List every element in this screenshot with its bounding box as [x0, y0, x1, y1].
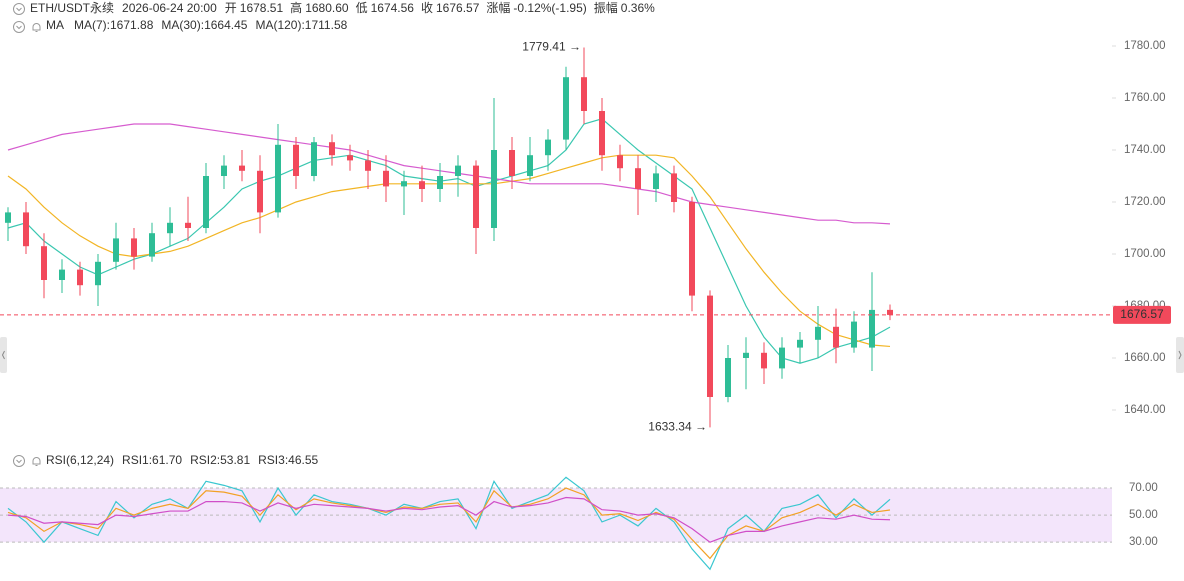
legend-text: RSI3:46.55 [258, 453, 318, 467]
candle-body [815, 326, 821, 340]
candle-body [563, 77, 569, 140]
candle-body [797, 339, 803, 348]
y-tick-label: 70.00 [1129, 482, 1158, 494]
candle-body [437, 176, 443, 189]
candle-body [671, 173, 677, 202]
y-tick-label: 1740.00 [1124, 144, 1166, 156]
legend-text: 1678.51 [240, 1, 284, 15]
low-annotation: 1633.34 → [648, 419, 707, 433]
candle-body [743, 352, 749, 358]
candle-body [401, 181, 407, 187]
candle-body [761, 352, 767, 369]
candle-body [617, 155, 623, 169]
candle-body [455, 165, 461, 176]
candle-body [239, 165, 245, 171]
legend-text: 1680.60 [305, 1, 349, 15]
legend-text: -0.12%(-1.95) [513, 1, 586, 15]
last-price-box [1113, 305, 1171, 324]
candle-body [311, 142, 317, 176]
legend-text: ETH/USDT永续 [30, 1, 114, 15]
candle-body [635, 168, 641, 189]
candle-body [77, 269, 83, 286]
high-annotation: 1779.41 → [522, 40, 581, 54]
scroll-left[interactable] [0, 337, 7, 373]
candle-body [347, 155, 353, 161]
candle-body [365, 160, 371, 171]
legend-text: 2026-06-24 20:00 [122, 1, 217, 15]
legend-text: 高 [290, 0, 302, 15]
legend-text: MA(120):1711.58 [255, 18, 347, 32]
scroll-left-arrow [1, 350, 5, 360]
candle-body [383, 170, 389, 187]
candle-body [23, 212, 29, 247]
candle-body [221, 165, 227, 176]
candle-body [113, 238, 119, 262]
candle-body [545, 139, 551, 156]
candle-body [527, 155, 533, 176]
candle-body [509, 150, 515, 176]
legend-text: MA [46, 18, 64, 32]
candle-body [185, 222, 191, 228]
legend-text: RSI1:61.70 [122, 453, 182, 467]
legend-text: 振幅 [594, 0, 618, 15]
y-tick-label: 1760.00 [1124, 92, 1166, 104]
candle-body [167, 222, 173, 234]
candle-body [707, 295, 713, 397]
candle-body [329, 142, 335, 156]
legend-text: 低 [356, 1, 368, 15]
legend-text: 1676.57 [436, 1, 480, 15]
rsi-band [0, 488, 1112, 543]
candle-body [131, 238, 137, 257]
scroll-right-arrow [1178, 350, 1182, 360]
candle-body [599, 111, 605, 156]
candle-body [581, 77, 587, 111]
ma-line [7, 154, 891, 348]
legend-text: RSI(6,12,24) [46, 453, 114, 467]
legend-text: RSI2:53.81 [190, 453, 250, 467]
y-tick-label: 30.00 [1129, 536, 1158, 548]
candle-body [275, 144, 281, 213]
candle-body [149, 233, 155, 257]
candle-body [725, 358, 731, 397]
y-tick-label: 50.00 [1129, 509, 1158, 521]
icons [13, 3, 41, 467]
y-tick-label: 1640.00 [1124, 404, 1166, 416]
ma-line [7, 118, 891, 364]
legend-text: MA(30):1664.45 [161, 18, 247, 32]
candle-body [491, 150, 497, 228]
rsi-line [7, 496, 891, 543]
candle-body [833, 326, 839, 348]
candle-body [5, 212, 11, 223]
candle-body [95, 261, 101, 286]
candle-body [689, 202, 695, 296]
candle-body [41, 246, 47, 280]
y-tick-label: 1720.00 [1124, 196, 1166, 208]
legend-text: MA(7):1671.88 [74, 18, 154, 32]
candle-body [59, 269, 65, 280]
ma-line [7, 123, 891, 225]
legend-text: 1674.56 [371, 1, 415, 15]
candle-body [257, 170, 263, 213]
y-tick-label: 1780.00 [1124, 40, 1166, 52]
scroll-right[interactable] [1176, 337, 1184, 373]
candle-body [293, 144, 299, 176]
candle-body [779, 347, 785, 369]
last-price-label: 1676.57 [1120, 307, 1164, 321]
rsi-line [7, 476, 891, 571]
rsi-line [7, 487, 891, 560]
legend-text: 开 [225, 1, 237, 15]
candle-body [851, 321, 857, 348]
legend-text: 收 [421, 1, 433, 15]
legend-text: 0.36% [621, 1, 655, 15]
candle-body [473, 165, 479, 228]
candle-body [887, 309, 893, 315]
candle-body [419, 181, 425, 189]
y-tick-label: 1700.00 [1124, 248, 1166, 260]
y-tick-label: 1660.00 [1124, 352, 1166, 364]
candle-body [203, 176, 209, 228]
candle-body [869, 309, 875, 348]
candle-body [653, 173, 659, 189]
legend-text: 涨幅 [486, 0, 510, 15]
